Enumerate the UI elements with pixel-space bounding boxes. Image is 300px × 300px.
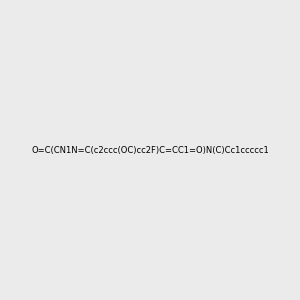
Text: O=C(CN1N=C(c2ccc(OC)cc2F)C=CC1=O)N(C)Cc1ccccc1: O=C(CN1N=C(c2ccc(OC)cc2F)C=CC1=O)N(C)Cc1… xyxy=(31,146,269,154)
